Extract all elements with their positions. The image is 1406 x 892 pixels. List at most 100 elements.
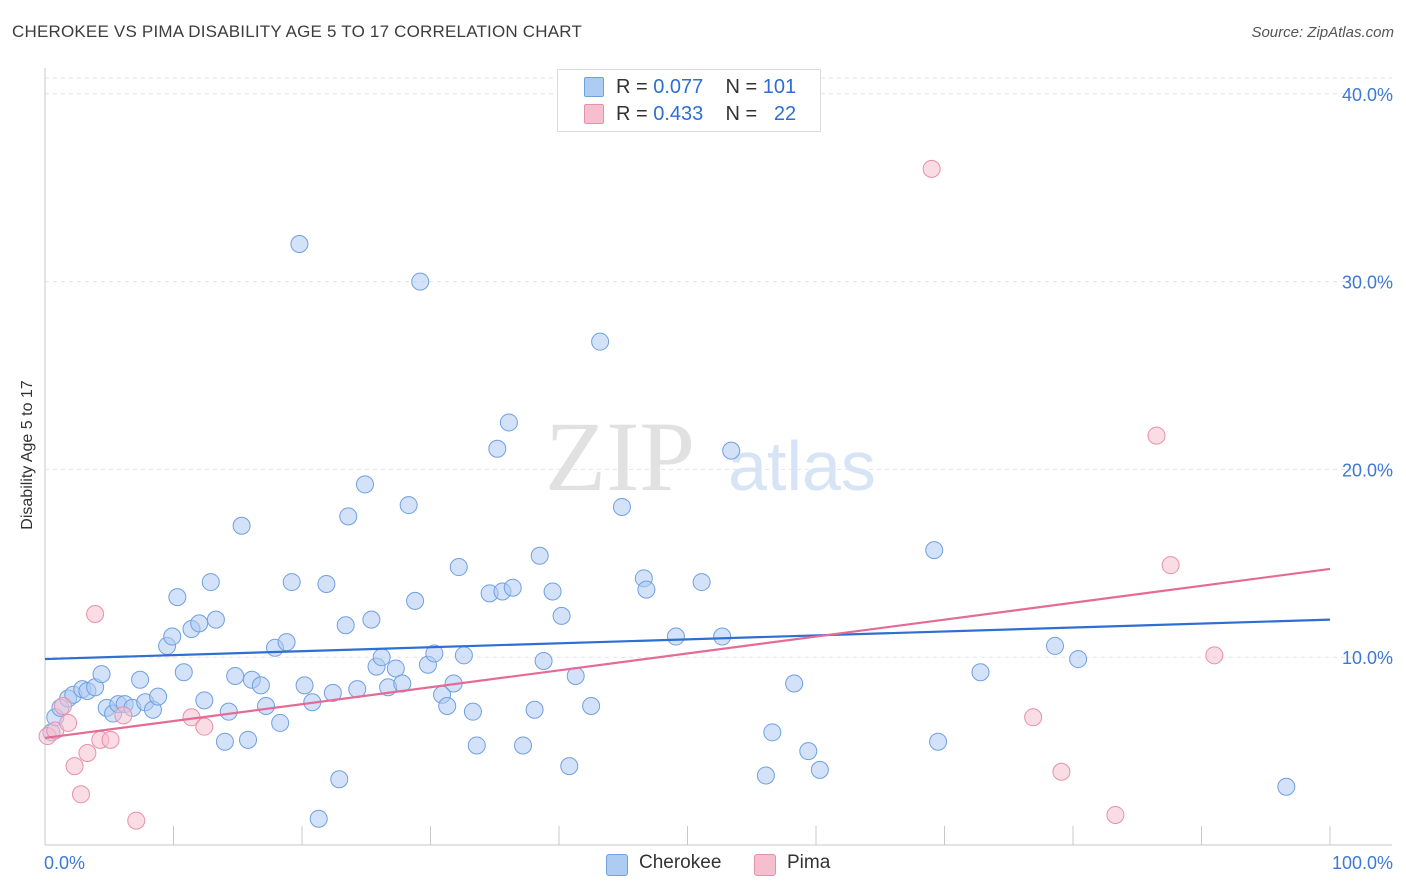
cherokee-point — [785, 674, 804, 693]
cherokee-point — [239, 730, 258, 749]
watermark-atlas: atlas — [728, 427, 876, 505]
pima-point — [1024, 708, 1043, 727]
n-label: N = — [725, 76, 763, 98]
pima-point — [59, 713, 78, 732]
pima-point — [1106, 805, 1125, 824]
cherokee-point — [295, 676, 314, 695]
cherokee-point — [799, 742, 818, 761]
r-label: R = — [616, 76, 654, 98]
y-tick-label: 10.0% — [1342, 648, 1393, 668]
cherokee-trend-line — [44, 618, 1331, 661]
stats-legend: R = 0.077 N = 101 R = 0.433 N = 22 — [557, 69, 821, 132]
chart-title: CHEROKEE VS PIMA DISABILITY AGE 5 TO 17 … — [12, 22, 583, 41]
trend-lines — [44, 567, 1331, 740]
cherokee-point — [525, 700, 544, 719]
cherokee-point — [282, 573, 301, 592]
cherokee-point — [756, 766, 775, 785]
cherokee-point — [201, 573, 220, 592]
n-label: N = — [725, 103, 763, 125]
legend-label: Cherokee — [639, 852, 722, 873]
cherokee-point — [449, 558, 468, 577]
watermark-zip: ZIP — [545, 401, 695, 512]
cherokee-point — [488, 439, 507, 458]
cherokee-point — [438, 697, 457, 716]
y-tick-label: 30.0% — [1342, 273, 1393, 293]
pima-trend-line — [44, 567, 1331, 740]
pima-point — [195, 717, 214, 736]
pima-point — [71, 785, 90, 804]
cherokee-point — [232, 516, 251, 535]
cherokee-point — [271, 713, 290, 732]
cherokee-point — [317, 574, 336, 593]
cherokee-point — [362, 610, 381, 629]
cherokee-point — [692, 573, 711, 592]
cherokee-point — [534, 651, 553, 670]
cherokee-point — [355, 475, 374, 494]
cherokee-point — [1069, 650, 1088, 669]
legend-label: Pima — [787, 852, 831, 873]
cherokee-point — [163, 627, 182, 646]
cherokee-point — [290, 235, 309, 254]
cherokee-point — [174, 663, 193, 682]
cherokee-point — [463, 702, 482, 721]
source-label: Source: ZipAtlas.com — [1251, 24, 1394, 41]
pima-point — [114, 706, 133, 725]
cherokee-point — [971, 663, 990, 682]
cherokee-point — [925, 541, 944, 560]
cherokee-point — [406, 591, 425, 610]
r-value: 0.077 — [653, 76, 704, 98]
pima-swatch — [584, 104, 604, 124]
cherokee-point — [372, 648, 391, 667]
cherokee-point — [722, 441, 741, 460]
cherokee-point — [323, 683, 342, 702]
pima-swatch — [754, 854, 776, 876]
cherokee-point — [499, 413, 518, 432]
pima-point — [101, 730, 120, 749]
pima-point — [86, 605, 105, 623]
cherokee-point — [530, 546, 549, 565]
cherokee-point — [763, 723, 782, 742]
tick-labels: 10.0% 20.0% 30.0% 40.0% 0.0% 100.0% — [44, 85, 1393, 873]
cherokee-point — [206, 610, 225, 629]
cherokee-point — [149, 687, 168, 706]
pima-point — [1147, 426, 1166, 445]
cherokee-point — [560, 757, 579, 776]
cherokee-point — [251, 676, 270, 695]
gridlines — [45, 77, 1392, 658]
n-value: 22 — [773, 103, 797, 125]
cherokee-point — [666, 627, 685, 646]
pima-point — [1205, 646, 1224, 665]
cherokee-point — [168, 588, 187, 607]
cherokee-point — [257, 697, 276, 716]
cherokee-point — [399, 496, 418, 515]
cherokee-swatch — [606, 854, 628, 876]
pima-point — [53, 697, 72, 716]
r-label: R = — [616, 103, 654, 125]
cherokee-point — [190, 614, 209, 633]
cherokee-point — [929, 732, 948, 751]
cherokee-point — [339, 507, 358, 526]
cherokee-point — [543, 582, 562, 601]
cherokee-point — [219, 702, 238, 721]
cherokee-point — [411, 272, 430, 291]
cherokee-point — [336, 616, 355, 635]
axes — [44, 68, 1392, 846]
cherokee-point — [277, 633, 296, 652]
x-tick-label: 100.0% — [1332, 853, 1393, 873]
cherokee-point — [503, 578, 522, 597]
pima-point — [1052, 762, 1071, 781]
cherokee-point — [195, 691, 214, 710]
cherokee-point — [612, 497, 631, 516]
n-value: 101 — [762, 76, 797, 98]
cherokee-swatch — [584, 77, 604, 97]
cherokee-point — [810, 760, 829, 779]
cherokee-point — [637, 580, 656, 599]
cherokee-point — [226, 666, 245, 685]
y-tick-label: 40.0% — [1342, 85, 1393, 105]
cherokee-point — [713, 627, 732, 646]
pima-point — [65, 757, 84, 776]
cherokee-point — [1277, 777, 1296, 796]
cherokee-point — [92, 665, 111, 684]
y-tick-label: 20.0% — [1342, 460, 1393, 480]
